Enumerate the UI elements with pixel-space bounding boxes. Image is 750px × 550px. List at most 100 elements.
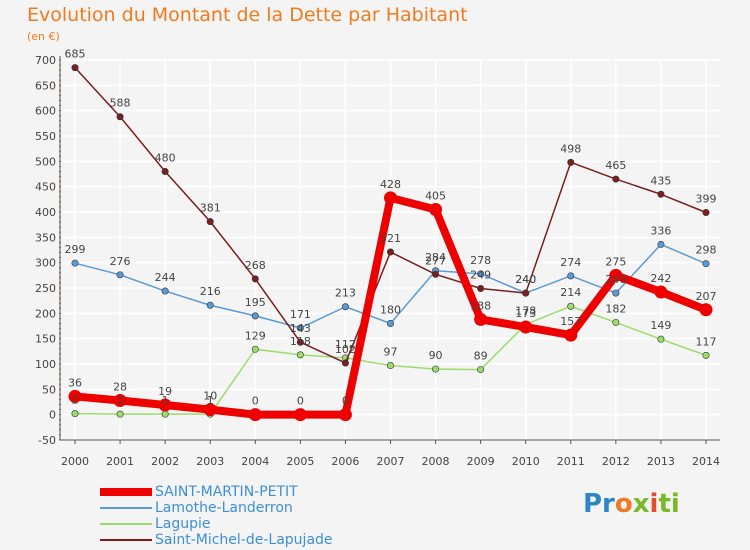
series-point — [386, 248, 394, 256]
series-point — [161, 167, 169, 175]
series-point — [429, 202, 443, 216]
y-tick-label: 300 — [35, 257, 56, 270]
y-tick-label: 600 — [35, 105, 56, 118]
data-label: 173 — [515, 307, 536, 320]
series-point — [609, 268, 623, 282]
data-label: 2 — [72, 394, 79, 407]
series-point — [657, 240, 665, 248]
series-point — [477, 285, 485, 293]
data-label: 117 — [696, 335, 717, 348]
series-point — [341, 359, 349, 367]
data-label: 143 — [290, 322, 311, 335]
data-label: 1 — [117, 394, 124, 407]
x-tick-label: 2006 — [331, 455, 359, 468]
series-point — [477, 366, 485, 374]
series-point — [68, 389, 82, 403]
series-point — [702, 209, 710, 217]
series-point — [432, 365, 440, 373]
series-point — [612, 318, 620, 326]
series-point — [702, 260, 710, 268]
data-label: 213 — [335, 287, 356, 300]
series-point — [158, 398, 172, 412]
data-label: 277 — [425, 254, 446, 267]
x-tick-label: 2011 — [557, 455, 585, 468]
series-point — [699, 303, 713, 317]
series-point — [432, 270, 440, 278]
y-tick-label: 250 — [35, 282, 56, 295]
series-point — [71, 64, 79, 72]
series-point — [251, 312, 259, 320]
series-point — [116, 271, 124, 279]
series-point — [341, 303, 349, 311]
data-label: 207 — [696, 290, 717, 303]
y-tick-label: -50 — [38, 434, 56, 447]
y-tick-label: 550 — [35, 130, 56, 143]
legend-item: Lagupie — [100, 516, 400, 532]
x-tick-label: 2007 — [377, 455, 405, 468]
data-label: 171 — [290, 308, 311, 321]
data-label: 0 — [252, 395, 259, 408]
series-point — [296, 338, 304, 346]
chart-title: Evolution du Montant de la Dette par Hab… — [27, 4, 468, 26]
legend-label: Lagupie — [155, 516, 211, 532]
series-point — [116, 113, 124, 121]
data-label: 149 — [650, 319, 671, 332]
series-point — [113, 393, 127, 407]
data-label: 195 — [245, 296, 266, 309]
x-tick-label: 2003 — [196, 455, 224, 468]
series-point — [161, 410, 169, 418]
x-tick-label: 2014 — [692, 455, 720, 468]
series-point — [296, 324, 304, 332]
data-label: 240 — [605, 273, 626, 286]
y-tick-label: 100 — [35, 358, 56, 371]
data-label: 284 — [425, 251, 446, 264]
data-label: 90 — [429, 349, 443, 362]
data-labels: 299 276 244 216 195 171 213 180 284 278 240 274 240 3… — [65, 48, 717, 408]
series-point — [116, 410, 124, 418]
data-label: 336 — [650, 224, 671, 237]
data-label: 157 — [560, 315, 581, 328]
series-point — [522, 289, 530, 297]
data-label: 498 — [560, 142, 581, 155]
data-label: 399 — [696, 193, 717, 206]
data-label: 249 — [470, 269, 491, 282]
x-tick-label: 2005 — [286, 455, 314, 468]
data-label: 0 — [297, 395, 304, 408]
series-point — [248, 408, 262, 422]
x-tick-label: 2010 — [512, 455, 540, 468]
data-label: 0 — [342, 395, 349, 408]
legend: SAINT-MARTIN-PETIT Lamothe-Landerron Lagup… — [100, 484, 400, 548]
series-point — [612, 175, 620, 183]
data-label: 240 — [515, 273, 536, 286]
data-label: 381 — [200, 202, 221, 215]
series-point — [206, 218, 214, 226]
y-tick-label: 400 — [35, 206, 56, 219]
x-tick-label: 2009 — [467, 455, 495, 468]
x-tick-label: 2002 — [151, 455, 179, 468]
series-point — [386, 319, 394, 327]
data-label: 36 — [68, 376, 82, 389]
y-tick-label: 450 — [35, 181, 56, 194]
data-label: 102 — [335, 343, 356, 356]
series-point — [654, 285, 668, 299]
data-label: 465 — [605, 159, 626, 172]
legend-item: SAINT-MARTIN-PETIT — [100, 484, 400, 500]
x-tick-label: 2008 — [422, 455, 450, 468]
data-label: 480 — [155, 151, 176, 164]
series-point — [564, 328, 578, 342]
series-point — [657, 335, 665, 343]
x-tick-label: 2012 — [602, 455, 630, 468]
series-point — [567, 302, 575, 310]
legend-swatch — [100, 523, 152, 525]
series-point — [567, 272, 575, 280]
data-label: 299 — [65, 243, 86, 256]
series-point — [567, 158, 575, 166]
series-point — [296, 351, 304, 359]
data-label: 118 — [290, 335, 311, 348]
data-label: 435 — [650, 174, 671, 187]
y-tick-label: 350 — [35, 231, 56, 244]
data-label: 274 — [560, 256, 581, 269]
y-tick-label: 0 — [49, 409, 56, 422]
series-point — [474, 312, 488, 326]
legend-label: SAINT-MARTIN-PETIT — [155, 484, 298, 500]
